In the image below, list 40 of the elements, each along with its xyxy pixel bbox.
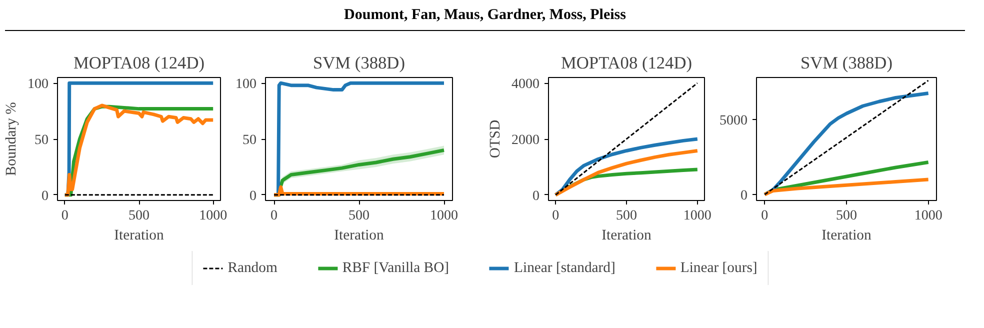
x-tick-label: 500 (128, 208, 150, 224)
chart-title: SVM (388D) (800, 54, 893, 72)
y-tick-label: 100 (28, 77, 48, 92)
text: Doumont, Fan, Maus, Gardner, Moss, Pleiss (344, 6, 626, 25)
chart-title: MOPTA08 (124D) (561, 54, 692, 72)
y-tick-label: 4000 (512, 77, 540, 92)
chart-title: SVM (388D) (313, 54, 406, 72)
x-tick-label: 1000 (683, 208, 712, 224)
x-tick-label: 500 (616, 208, 637, 224)
legend-label: Random (228, 260, 278, 276)
x-axis-title: Iteration (114, 228, 164, 244)
x-tick-label: 0 (552, 208, 560, 224)
x-tick-label: 500 (348, 208, 370, 224)
y-tick-label: 100 (236, 77, 256, 92)
x-axis-title: Iteration (602, 228, 652, 244)
line-series (762, 178, 930, 196)
y-tick-label: 0 (250, 188, 256, 204)
x-tick-label: 500 (836, 208, 857, 224)
x-axis-title: Iteration (334, 228, 384, 244)
legend-label: Linear [standard] (514, 260, 616, 276)
line-series (554, 137, 700, 197)
y-axis-title: Boundary % (4, 102, 20, 176)
x-tick-label: 0 (761, 208, 768, 224)
y-tick-label: 50 (34, 133, 48, 148)
y-tick-label: 2000 (512, 133, 540, 148)
x-tick-label: 0 (270, 208, 278, 224)
x-tick-label: 1000 (430, 208, 458, 224)
y-axis-title: OTSD (488, 120, 504, 158)
y-tick-label: 50 (242, 133, 256, 148)
legend-label: RBF [Vanilla BO] (342, 260, 450, 276)
y-tick-label: 5000 (720, 114, 748, 128)
x-tick-label: 0 (61, 208, 68, 224)
legend-label: Linear [ours] (680, 260, 758, 276)
chart-title: MOPTA08 (124D) (74, 54, 205, 72)
x-tick-label: 1000 (199, 208, 228, 224)
x-axis-title: Iteration (822, 228, 872, 244)
line-series (554, 148, 700, 197)
y-tick-label: 0 (532, 188, 540, 204)
x-tick-label: 1000 (914, 208, 942, 224)
y-tick-label: 0 (42, 188, 48, 204)
